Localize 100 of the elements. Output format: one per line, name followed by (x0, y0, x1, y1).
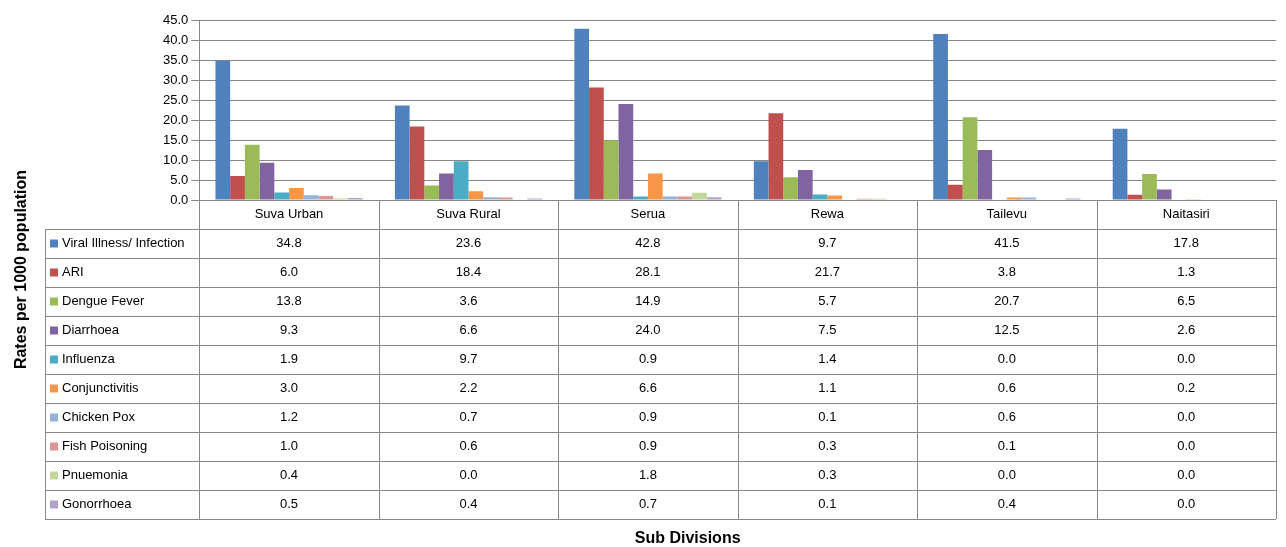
data-label: 9.7 (818, 235, 837, 251)
bar (574, 28, 590, 200)
data-label: 5.7 (818, 293, 837, 309)
data-label: 0.6 (997, 380, 1016, 396)
data-label: 3.8 (997, 264, 1016, 280)
data-label: 1.0 (279, 438, 299, 454)
data-label: 1.3 (1177, 264, 1196, 280)
legend-label: ARI (62, 264, 84, 280)
data-label: 23.6 (455, 235, 482, 251)
data-label: 21.7 (814, 264, 841, 280)
data-label: 13.8 (276, 293, 302, 309)
data-label: 1.1 (818, 380, 837, 396)
bar (394, 105, 410, 200)
bar (409, 126, 425, 200)
data-label: 0.7 (459, 409, 478, 425)
data-label: 3.0 (279, 380, 299, 396)
bar (706, 197, 722, 200)
data-label: 0.4 (279, 467, 299, 483)
data-label: 0.0 (997, 351, 1016, 367)
bar (962, 117, 978, 200)
data-label: 0.9 (638, 409, 657, 425)
data-label: 0.9 (638, 351, 657, 367)
y-tick-label: 0.0 (170, 191, 189, 207)
bar (947, 184, 963, 200)
bar (797, 170, 813, 200)
data-label: 0.5 (279, 496, 299, 512)
bar (812, 194, 828, 200)
data-label: 12.5 (994, 322, 1020, 338)
x-tick-label: Tailevu (986, 206, 1028, 222)
bar (424, 185, 440, 200)
data-label: 17.8 (1173, 235, 1199, 251)
data-label: 1.2 (279, 409, 299, 425)
data-label: 2.6 (1177, 322, 1196, 338)
data-label: 6.5 (1177, 293, 1196, 309)
data-label: 0.7 (638, 496, 657, 512)
bar (303, 195, 319, 200)
y-tick-label: 30.0 (162, 71, 189, 87)
legend-label: Viral Illness/ Infection (62, 235, 185, 251)
y-tick-label: 35.0 (162, 51, 189, 67)
y-tick-label: 25.0 (162, 91, 189, 107)
data-label: 1.4 (818, 351, 837, 367)
data-label: 0.0 (1177, 351, 1196, 367)
y-tick-label: 40.0 (162, 31, 189, 47)
legend-label: Pnuemonia (62, 467, 129, 483)
y-tick-label: 20.0 (162, 111, 189, 127)
bar (244, 144, 260, 200)
text: Rates per 1000 population (12, 169, 30, 370)
data-label: 0.9 (638, 438, 657, 454)
bar (230, 176, 245, 200)
bar (215, 60, 231, 200)
data-label: 0.1 (997, 438, 1016, 454)
bar (274, 192, 290, 200)
legend-label: Dengue Fever (62, 293, 146, 309)
bar (647, 173, 663, 200)
data-label: 0.0 (459, 467, 478, 483)
data-label: 1.8 (638, 467, 657, 483)
data-label: 3.6 (459, 293, 478, 309)
bar (1142, 174, 1157, 200)
data-label: 0.1 (818, 409, 837, 425)
bar (977, 150, 993, 200)
bar (618, 104, 634, 200)
legend-label: Influenza (62, 351, 116, 367)
bar (468, 191, 484, 200)
data-label: 0.4 (997, 496, 1016, 512)
data-label: 6.0 (279, 264, 299, 280)
data-label: 42.8 (635, 235, 661, 251)
data-label: 0.6 (997, 409, 1016, 425)
text: Sub Divisions (634, 529, 741, 547)
data-label: 0.2 (1177, 380, 1196, 396)
data-label: 18.4 (455, 264, 482, 280)
data-label: 34.8 (276, 235, 302, 251)
data-label: 6.6 (459, 322, 478, 338)
legend-label: Fish Poisoning (62, 438, 148, 454)
legend-label: Conjunctivitis (62, 380, 140, 396)
data-label: 9.7 (459, 351, 478, 367)
bar (662, 196, 678, 200)
bar (677, 196, 693, 200)
data-label: 1.9 (279, 351, 299, 367)
y-tick-label: 15.0 (162, 131, 189, 147)
data-label: 24.0 (635, 322, 661, 338)
bar (483, 197, 498, 200)
bar (453, 161, 469, 200)
data-label: 0.3 (818, 467, 837, 483)
bar (259, 162, 275, 200)
data-label: 0.0 (997, 467, 1016, 483)
legend-label: Gonorrhoea (62, 496, 133, 512)
data-label: 0.0 (1177, 496, 1196, 512)
data-label: 0.0 (1177, 438, 1196, 454)
x-tick-label: Suva Urban (254, 206, 324, 222)
y-tick-label: 10.0 (162, 151, 189, 167)
bar (318, 196, 334, 200)
bar (1112, 128, 1128, 200)
data-label: 7.5 (818, 322, 837, 338)
y-tick-label: 45.0 (162, 11, 189, 27)
data-label: 0.4 (459, 496, 478, 512)
bar (753, 161, 769, 200)
x-tick-label: Naitasiri (1162, 206, 1210, 222)
bar (783, 177, 798, 200)
data-label: 0.1 (818, 496, 837, 512)
data-label: 6.6 (638, 380, 657, 396)
